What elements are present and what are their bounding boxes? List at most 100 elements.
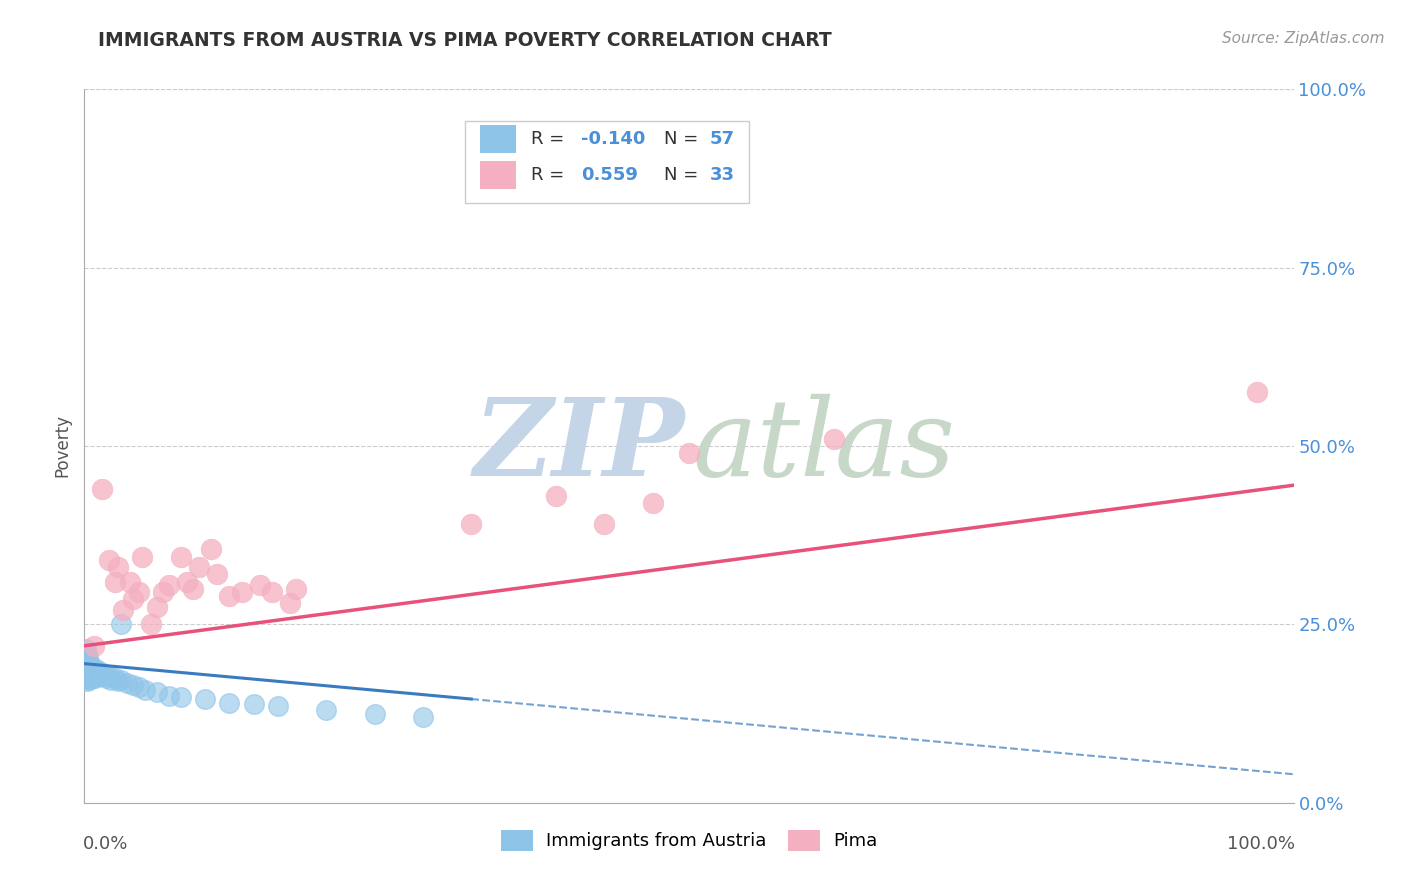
Point xyxy=(80,669,103,683)
Point xyxy=(284,582,308,596)
Point xyxy=(170,690,193,705)
Text: N =: N = xyxy=(664,166,703,184)
Point xyxy=(104,574,127,589)
Text: R =: R = xyxy=(530,130,569,148)
Point xyxy=(181,582,204,596)
Point xyxy=(77,671,100,685)
Point xyxy=(77,664,100,678)
Point xyxy=(107,560,129,574)
Point xyxy=(77,657,100,671)
Point xyxy=(460,517,482,532)
Text: N =: N = xyxy=(664,130,703,148)
Text: 33: 33 xyxy=(710,166,734,184)
Text: IMMIGRANTS FROM AUSTRIA VS PIMA POVERTY CORRELATION CHART: IMMIGRANTS FROM AUSTRIA VS PIMA POVERTY … xyxy=(98,31,832,50)
FancyBboxPatch shape xyxy=(465,121,749,203)
Point xyxy=(188,560,211,574)
Text: 0.0%: 0.0% xyxy=(83,835,128,853)
Text: 57: 57 xyxy=(710,130,734,148)
Point xyxy=(823,432,845,446)
Point xyxy=(77,673,100,687)
Point xyxy=(100,673,122,687)
Point xyxy=(86,662,108,676)
Point xyxy=(115,676,138,690)
Point xyxy=(91,482,114,496)
Text: R =: R = xyxy=(530,166,569,184)
Point xyxy=(242,698,264,712)
FancyBboxPatch shape xyxy=(479,161,516,189)
Point xyxy=(77,665,100,680)
Point xyxy=(75,664,97,678)
Point xyxy=(176,574,198,589)
Point xyxy=(152,585,174,599)
Point xyxy=(91,669,114,683)
Point xyxy=(120,574,142,589)
Point xyxy=(80,662,103,676)
Point xyxy=(76,674,98,689)
Point xyxy=(83,669,105,683)
Point xyxy=(146,599,169,614)
Point xyxy=(131,549,153,564)
Point xyxy=(82,664,104,678)
Point xyxy=(112,603,135,617)
Point xyxy=(593,517,616,532)
Point xyxy=(249,578,271,592)
Point xyxy=(83,639,105,653)
Point xyxy=(231,585,253,599)
Point xyxy=(1246,385,1268,400)
Point xyxy=(146,685,169,699)
Point xyxy=(267,699,290,714)
Point xyxy=(93,667,115,681)
Point xyxy=(278,596,301,610)
Point xyxy=(94,671,117,685)
Point xyxy=(412,710,434,724)
Point xyxy=(134,683,156,698)
Text: 0.559: 0.559 xyxy=(581,166,638,184)
Point xyxy=(128,585,150,599)
Point xyxy=(79,664,101,678)
Point xyxy=(104,671,127,685)
Legend: Immigrants from Austria, Pima: Immigrants from Austria, Pima xyxy=(494,822,884,858)
Point xyxy=(544,489,567,503)
Point xyxy=(218,589,240,603)
Point xyxy=(194,692,217,706)
Point xyxy=(84,671,107,685)
Point xyxy=(107,674,129,689)
Point xyxy=(79,657,101,671)
Text: 100.0%: 100.0% xyxy=(1226,835,1295,853)
Text: -0.140: -0.140 xyxy=(581,130,645,148)
Point xyxy=(75,649,97,664)
Point xyxy=(76,667,98,681)
Point xyxy=(76,646,98,660)
Point xyxy=(75,671,97,685)
Point xyxy=(86,665,108,680)
Point xyxy=(79,671,101,685)
Text: atlas: atlas xyxy=(693,393,956,499)
Point xyxy=(139,617,162,632)
Text: Source: ZipAtlas.com: Source: ZipAtlas.com xyxy=(1222,31,1385,46)
Point xyxy=(110,617,132,632)
FancyBboxPatch shape xyxy=(479,125,516,153)
Point xyxy=(82,671,104,685)
Point xyxy=(75,642,97,657)
Point xyxy=(86,669,108,683)
Point xyxy=(170,549,193,564)
Point xyxy=(90,665,112,680)
Point xyxy=(121,592,143,607)
Point xyxy=(77,649,100,664)
Text: ZIP: ZIP xyxy=(474,393,685,499)
Point xyxy=(157,689,180,703)
Point xyxy=(157,578,180,592)
Point xyxy=(110,673,132,687)
Point xyxy=(315,703,337,717)
Point xyxy=(121,678,143,692)
Point xyxy=(641,496,664,510)
Point xyxy=(76,660,98,674)
Point xyxy=(75,657,97,671)
Point xyxy=(87,669,110,683)
Point xyxy=(200,542,222,557)
Point xyxy=(97,553,120,567)
Point xyxy=(128,680,150,694)
Point xyxy=(678,446,700,460)
Point xyxy=(218,696,240,710)
Point xyxy=(260,585,283,599)
